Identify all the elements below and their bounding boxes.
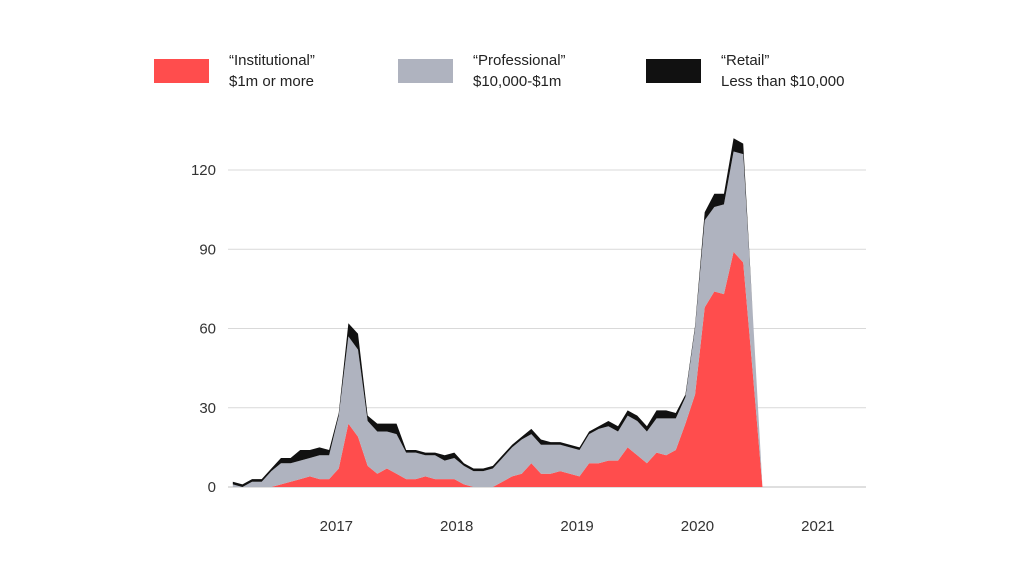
x-tick-label: 2020 [681,518,714,535]
legend-desc-institutional: $1m or more [229,73,315,90]
series-area-institutional [232,251,777,487]
legend-name-retail: “Retail” [721,52,770,69]
legend-swatch-professional [398,59,453,83]
legend-item-professional[interactable]: “Professional” $10,000-$1m [398,50,646,92]
x-tick-label: 2019 [560,518,593,535]
legend-desc-retail: Less than $10,000 [721,73,845,90]
legend-name-institutional: “Institutional” [229,52,315,69]
legend-desc-professional: $10,000-$1m [473,73,562,90]
y-tick-label: 30 [199,400,216,417]
legend: “Institutional” $1m or more “Professiona… [154,50,886,92]
x-tick-label: 2021 [801,518,834,535]
legend-swatch-institutional [154,59,209,83]
x-tick-label: 2018 [440,518,473,535]
legend-name-professional: “Professional” [473,52,566,69]
legend-swatch-retail [646,59,701,83]
y-tick-label: 120 [191,162,216,179]
legend-item-retail[interactable]: “Retail” Less than $10,000 [646,50,886,92]
x-tick-label: 2017 [320,518,353,535]
y-tick-label: 90 [199,241,216,258]
y-tick-label: 60 [199,321,216,338]
y-tick-label: 0 [208,479,216,496]
legend-item-institutional[interactable]: “Institutional” $1m or more [154,50,398,92]
